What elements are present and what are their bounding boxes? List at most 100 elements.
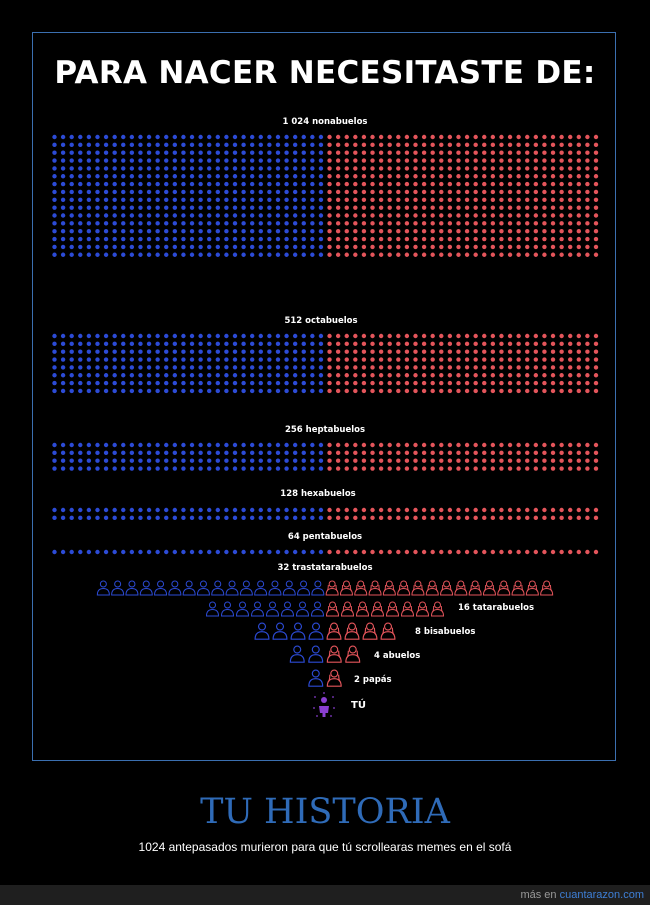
- ancestor-dot: [413, 150, 418, 155]
- ancestor-dot: [215, 507, 221, 513]
- ancestor-dot: [78, 236, 83, 242]
- ancestor-dot: [499, 365, 504, 370]
- ancestor-dot: [447, 388, 453, 394]
- ancestor-dot: [378, 189, 384, 195]
- ancestor-dot: [585, 450, 590, 456]
- ancestor-dot: [78, 181, 83, 187]
- person-bust-icon: [272, 622, 288, 640]
- ancestor-dot: [292, 181, 298, 187]
- ancestor-dot: [370, 229, 375, 234]
- ancestor-dot: [69, 380, 74, 386]
- ancestor-dot: [568, 365, 573, 370]
- ancestor-dot: [164, 150, 169, 155]
- ancestor-dot: [86, 205, 92, 210]
- ancestor-dot: [542, 150, 547, 155]
- ancestor-dot: [60, 507, 66, 513]
- ancestor-dot: [69, 134, 74, 140]
- ancestor-dot: [456, 380, 461, 386]
- ancestor-dot: [421, 229, 427, 234]
- ancestor-dot: [464, 466, 470, 471]
- ancestor-dot: [86, 515, 92, 521]
- ancestor-dot: [370, 189, 375, 195]
- ancestor-dot: [533, 205, 539, 210]
- ancestor-dot: [86, 166, 92, 171]
- ancestor-dot: [95, 388, 100, 394]
- ancestor-dot: [439, 150, 444, 155]
- ancestor-dot: [241, 549, 246, 555]
- ancestor-dot: [292, 458, 298, 463]
- ancestor-dot: [129, 166, 135, 171]
- ancestor-dot: [284, 388, 289, 394]
- ancestor-dot: [164, 380, 169, 386]
- ancestor-dot: [232, 150, 238, 155]
- ancestor-dot: [112, 515, 117, 521]
- ancestor-dot: [550, 466, 556, 471]
- ancestor-dot: [421, 357, 427, 362]
- ancestor-dot: [533, 197, 539, 202]
- ancestor-dot: [292, 349, 298, 354]
- ancestor-dot: [284, 244, 289, 250]
- ancestor-dot: [353, 229, 358, 234]
- ancestor-dot: [370, 221, 375, 226]
- ancestor-dot: [138, 515, 143, 521]
- person-bust-icon: [125, 580, 139, 596]
- ancestor-dot: [430, 333, 435, 339]
- ancestor-dot: [86, 549, 92, 555]
- ancestor-dot: [550, 244, 556, 250]
- footer-site-link[interactable]: cuantarazon.com: [559, 889, 644, 901]
- ancestor-dot: [344, 380, 349, 386]
- ancestor-dot: [164, 507, 169, 513]
- ancestor-dot: [155, 442, 160, 448]
- ancestor-dot: [499, 357, 504, 362]
- ancestor-dot: [267, 515, 272, 521]
- ancestor-dot: [404, 515, 410, 521]
- ancestor-dot: [121, 388, 126, 394]
- ancestor-dot: [568, 341, 573, 347]
- ancestor-dot: [129, 197, 135, 202]
- ancestor-dot: [60, 197, 66, 202]
- ancestor-dot: [138, 388, 143, 394]
- ancestor-dot: [327, 229, 332, 234]
- ancestor-dot: [310, 213, 315, 218]
- ancestor-dot: [335, 221, 341, 226]
- ancestor-dot: [344, 466, 349, 471]
- ancestor-dot: [568, 442, 573, 448]
- ancestor-dot: [525, 181, 530, 187]
- ancestor-dot: [568, 252, 573, 257]
- ancestor-dot: [172, 236, 178, 242]
- ancestor-dot: [310, 189, 315, 195]
- ancestor-dot: [318, 229, 324, 234]
- ancestor-dot: [533, 213, 539, 218]
- ancestor-dot: [224, 341, 229, 347]
- ancestor-dot: [232, 221, 238, 226]
- ancestor-dot: [86, 252, 92, 257]
- ancestor-dot: [69, 229, 74, 234]
- ancestor-dot: [189, 333, 195, 339]
- ancestor-dot: [121, 333, 126, 339]
- ancestor-dot: [232, 466, 238, 471]
- ancestor-dot: [292, 150, 298, 155]
- ancestor-dot: [421, 380, 427, 386]
- ancestor-dot: [172, 373, 178, 378]
- person-long-hair-icon: [415, 601, 430, 617]
- ancestor-dot: [198, 442, 203, 448]
- ancestor-dot: [241, 134, 246, 140]
- ancestor-dot: [146, 549, 152, 555]
- ancestor-dot: [499, 333, 504, 339]
- ancestor-dot: [327, 450, 332, 456]
- ancestor-dot: [499, 197, 504, 202]
- ancestor-dot: [164, 442, 169, 448]
- ancestor-dot: [52, 341, 57, 347]
- ancestor-dot: [112, 458, 117, 463]
- ancestor-dot: [396, 507, 401, 513]
- ancestor-dot: [69, 333, 74, 339]
- ancestor-dot: [447, 244, 453, 250]
- ancestor-dot: [361, 221, 367, 226]
- ancestor-dot: [155, 373, 160, 378]
- ancestor-dot: [69, 197, 74, 202]
- ancestor-dot: [447, 181, 453, 187]
- ancestor-dot: [456, 213, 461, 218]
- ancestor-dot: [482, 380, 487, 386]
- ancestor-dot: [456, 388, 461, 394]
- ancestor-dot: [103, 388, 109, 394]
